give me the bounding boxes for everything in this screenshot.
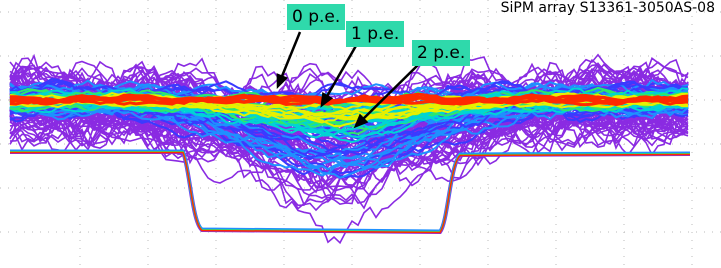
label-2pe: 2 p.e. bbox=[412, 40, 470, 66]
label-1pe: 1 p.e. bbox=[346, 21, 404, 47]
label-0pe: 0 p.e. bbox=[287, 4, 345, 30]
signal-traces bbox=[10, 55, 688, 243]
title: SiPM array S13361-3050AS-08 bbox=[501, 0, 715, 16]
scope-screenshot: SiPM array S13361-3050AS-08 0 p.e. 1 p.e… bbox=[0, 0, 721, 268]
